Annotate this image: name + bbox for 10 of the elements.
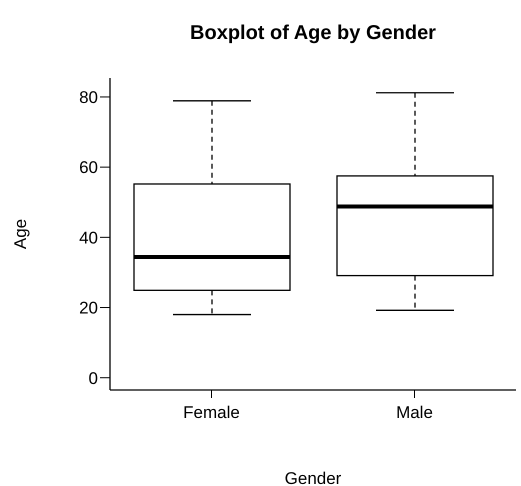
y-tick-label: 80 (79, 88, 98, 107)
x-tick-label: Female (183, 403, 240, 422)
y-tick-label: 40 (79, 228, 98, 248)
x-axis-title: Gender (284, 469, 342, 486)
y-tick-label: 20 (79, 298, 98, 318)
y-tick-label: 60 (79, 158, 98, 178)
chart-title: Boxplot of Age by Gender (189, 22, 437, 45)
y-tick-label: 0 (88, 368, 98, 388)
x-tick-label: Male (396, 403, 433, 422)
y-axis-title: Age (11, 218, 30, 250)
